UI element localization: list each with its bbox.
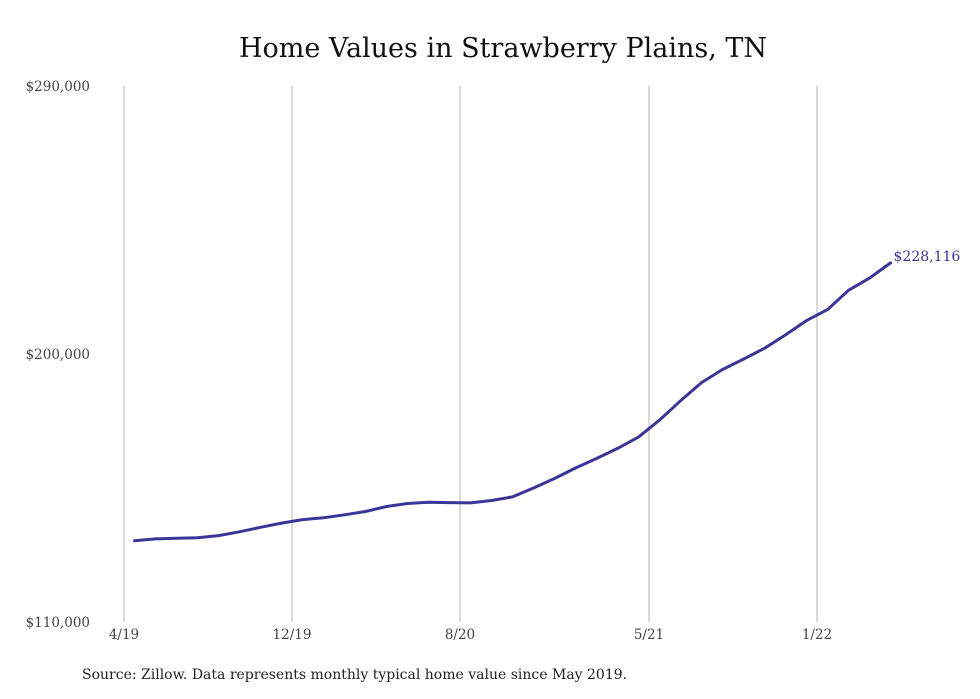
data-point xyxy=(868,276,871,280)
data-point xyxy=(217,534,220,537)
data-point xyxy=(364,510,367,513)
data-point xyxy=(427,501,430,504)
data-point xyxy=(448,501,451,504)
y-tick-label: $200,000 xyxy=(26,347,90,363)
x-tick-label: 8/20 xyxy=(445,627,475,643)
data-point xyxy=(847,289,850,292)
data-point xyxy=(532,486,535,490)
data-point xyxy=(322,516,325,519)
x-tick-label: 12/19 xyxy=(273,627,312,643)
data-point xyxy=(658,418,661,422)
y-tick-label: $110,000 xyxy=(26,615,90,631)
y-axis-ticks: $110,000 $200,000 $290,000 xyxy=(26,79,90,631)
data-point xyxy=(154,537,157,541)
data-point xyxy=(301,518,304,521)
data-point xyxy=(133,539,136,542)
data-point xyxy=(553,477,556,480)
data-point xyxy=(742,357,745,361)
data-point xyxy=(637,435,640,439)
data-point xyxy=(721,368,724,371)
data-point xyxy=(469,501,472,505)
data-point xyxy=(175,537,178,540)
x-axis-ticks: 4/19 12/19 8/20 5/21 1/22 xyxy=(109,627,832,643)
x-tick-label: 4/19 xyxy=(109,627,139,643)
data-point xyxy=(196,536,199,539)
x-tick-label: 5/21 xyxy=(634,627,664,643)
data-point xyxy=(490,499,493,502)
data-point xyxy=(259,526,262,529)
y-tick-label: $290,000 xyxy=(26,79,90,95)
data-point xyxy=(616,447,619,450)
gridlines xyxy=(123,86,818,622)
data-point xyxy=(595,457,598,460)
data-point xyxy=(700,381,703,384)
data-point xyxy=(511,495,514,499)
data-point xyxy=(406,502,409,505)
source-note: Source: Zillow. Data represents monthly … xyxy=(82,667,628,683)
data-point xyxy=(385,505,388,508)
data-point xyxy=(679,399,682,402)
data-point xyxy=(238,530,241,533)
end-value-label: $228,116 xyxy=(894,249,961,265)
data-point xyxy=(280,521,283,525)
x-tick-label: 1/22 xyxy=(802,627,832,643)
data-point xyxy=(889,261,892,265)
chart-title: Home Values in Strawberry Plains, TN xyxy=(239,33,767,64)
data-point xyxy=(784,333,787,337)
series-line xyxy=(133,261,892,543)
data-point xyxy=(763,347,766,350)
data-point xyxy=(343,513,346,516)
data-point xyxy=(805,319,808,322)
data-point xyxy=(826,308,829,311)
series-layer xyxy=(133,261,892,543)
data-point xyxy=(574,466,577,470)
